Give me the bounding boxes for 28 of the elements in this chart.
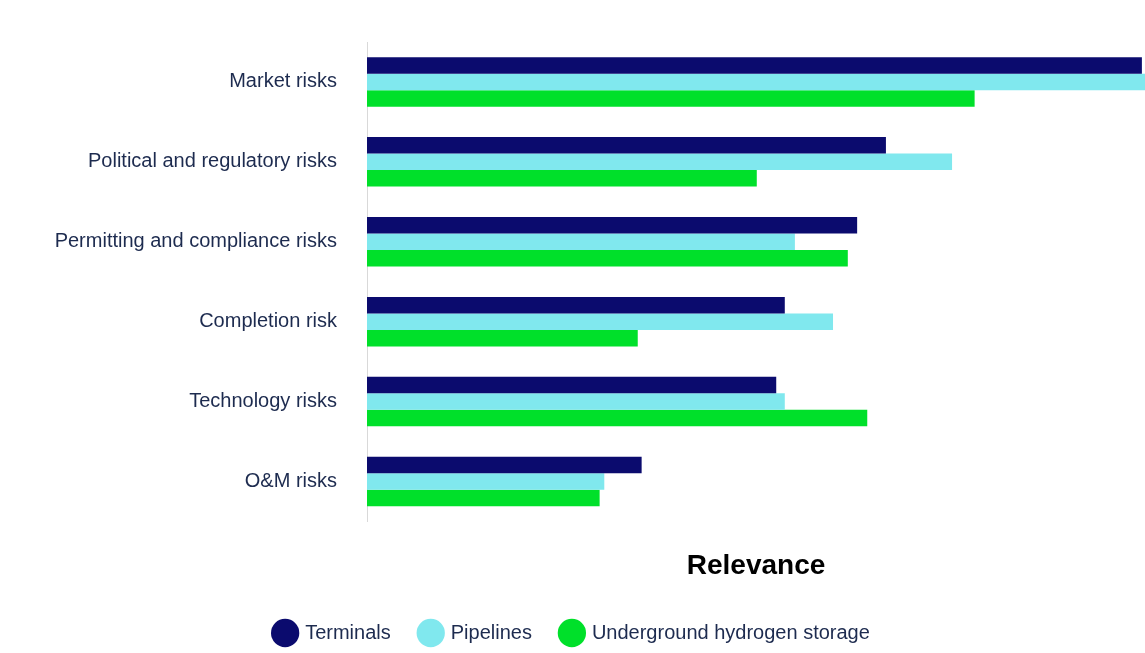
bar bbox=[367, 409, 868, 427]
bar bbox=[367, 250, 848, 267]
bar bbox=[367, 473, 605, 490]
bar bbox=[367, 313, 834, 330]
y-tick-label: Completion risk bbox=[199, 309, 338, 332]
y-tick-label: Permitting and compliance risks bbox=[54, 229, 337, 252]
bar bbox=[367, 73, 1145, 91]
bar bbox=[367, 296, 785, 314]
y-tick-label: Technology risks bbox=[189, 389, 337, 412]
bar bbox=[367, 376, 777, 394]
x-axis-title: Relevance bbox=[686, 548, 826, 580]
y-tick-label: O&M risks bbox=[244, 468, 337, 491]
bar bbox=[367, 90, 975, 107]
bar bbox=[367, 489, 600, 507]
legend-label: Terminals bbox=[305, 620, 391, 643]
bar bbox=[367, 393, 785, 410]
bar bbox=[367, 170, 757, 187]
bar bbox=[367, 233, 795, 251]
bar bbox=[367, 153, 953, 171]
bar bbox=[367, 216, 858, 234]
y-tick-label: Political and regulatory risks bbox=[88, 149, 337, 172]
bar bbox=[367, 456, 642, 474]
bar bbox=[367, 329, 638, 347]
legend-label: Underground hydrogen storage bbox=[591, 620, 870, 643]
y-tick-label: Market risks bbox=[229, 69, 337, 92]
bar bbox=[367, 57, 1142, 74]
bar bbox=[367, 137, 886, 154]
legend-label: Pipelines bbox=[450, 620, 532, 643]
